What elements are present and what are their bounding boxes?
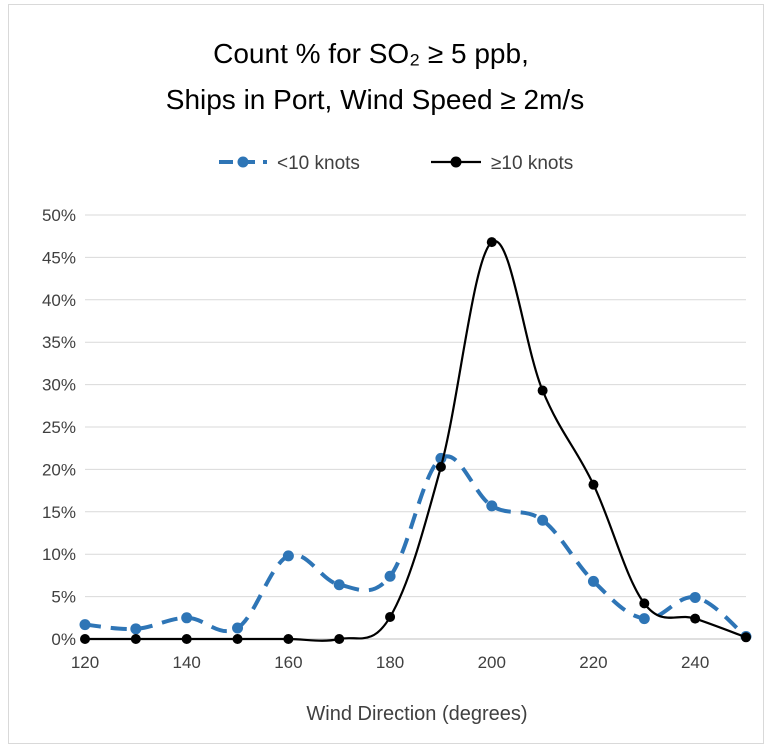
- chart-title-line-1: Count % for SO₂ ≥ 5 ppb,: [213, 38, 529, 69]
- legend-label: ≥10 knots: [491, 153, 573, 174]
- series-2: [80, 237, 751, 644]
- y-tick-label: 45%: [42, 248, 76, 267]
- chart-frame: Count % for SO₂ ≥ 5 ppb, Ships in Port, …: [8, 4, 764, 744]
- x-axis-ticks: 120 140 160 180 200 220 240: [71, 653, 710, 672]
- chart-title-line-2: Ships in Port, Wind Speed ≥ 2m/s: [166, 84, 584, 115]
- data-point: [435, 461, 446, 472]
- data-point: [181, 612, 193, 624]
- series-lines: [79, 237, 752, 644]
- y-tick-label: 0%: [51, 630, 76, 649]
- data-point: [181, 634, 192, 644]
- data-point: [385, 611, 396, 622]
- legend-label: <10 knots: [277, 153, 360, 174]
- data-point: [690, 613, 701, 624]
- data-point: [232, 622, 244, 634]
- data-point: [232, 634, 243, 644]
- x-tick-label: 220: [579, 653, 607, 672]
- y-tick-label: 15%: [42, 503, 76, 522]
- x-tick-label: 200: [478, 653, 506, 672]
- data-point: [282, 550, 294, 562]
- y-tick-label: 35%: [42, 333, 76, 352]
- data-point: [537, 514, 549, 526]
- legend-marker: [237, 156, 249, 168]
- data-point: [333, 579, 345, 591]
- data-point: [79, 619, 91, 631]
- data-point: [537, 385, 548, 396]
- x-tick-label: 120: [71, 653, 99, 672]
- data-point: [80, 634, 90, 644]
- series-line: [85, 240, 747, 642]
- x-tick-label: 180: [376, 653, 404, 672]
- data-point: [639, 598, 650, 609]
- legend: <10 knots ≥10 knots: [219, 153, 573, 174]
- data-point: [587, 575, 599, 587]
- data-point: [741, 632, 751, 643]
- y-tick-label: 30%: [42, 376, 76, 395]
- data-point: [334, 634, 345, 644]
- y-tick-label: 50%: [42, 206, 76, 225]
- legend-entry-1: <10 knots: [219, 153, 360, 174]
- data-point: [130, 623, 142, 635]
- y-tick-label: 20%: [42, 460, 76, 479]
- data-point: [283, 634, 294, 644]
- legend-entry-2: ≥10 knots: [431, 153, 573, 174]
- data-point: [588, 479, 599, 490]
- y-tick-label: 40%: [42, 291, 76, 310]
- data-point: [486, 237, 497, 248]
- data-point: [638, 613, 650, 625]
- gridlines: [85, 214, 746, 640]
- x-tick-label: 240: [681, 653, 709, 672]
- legend-marker: [450, 156, 462, 168]
- y-tick-label: 10%: [42, 545, 76, 564]
- data-point: [689, 591, 701, 603]
- data-point: [130, 634, 141, 644]
- y-tick-label: 25%: [42, 418, 76, 437]
- x-tick-label: 160: [274, 653, 302, 672]
- y-axis-ticks: 0% 5% 10% 15% 20% 25% 30% 35% 40% 45% 50%: [42, 206, 76, 649]
- series-1: [79, 452, 752, 642]
- data-point: [486, 500, 498, 512]
- data-point: [384, 570, 396, 582]
- series-line: [84, 454, 748, 639]
- y-tick-label: 5%: [51, 588, 76, 607]
- line-chart: Count % for SO₂ ≥ 5 ppb, Ships in Port, …: [42, 38, 752, 725]
- x-tick-label: 140: [173, 653, 201, 672]
- x-axis-title: Wind Direction (degrees): [306, 703, 527, 725]
